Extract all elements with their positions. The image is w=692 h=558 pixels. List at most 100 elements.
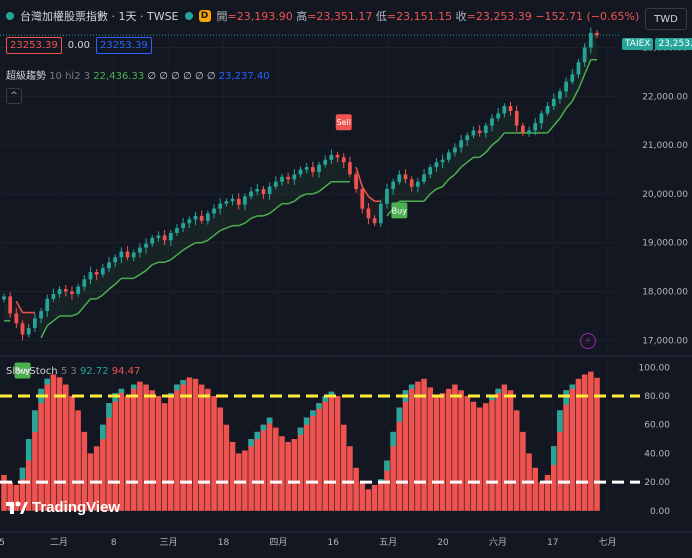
- candle-body: [354, 174, 358, 190]
- stoch-d-segment: [180, 380, 186, 385]
- stoch-k-bar: [445, 388, 452, 511]
- price-axis-label: 22,000.00: [642, 92, 688, 102]
- stoch-k-bar: [248, 439, 254, 511]
- sell-price-box[interactable]: 23253.39: [6, 37, 62, 54]
- candle-body: [243, 196, 247, 205]
- symbol-title[interactable]: 台灣加權股票指數 · 1天 · TWSE: [20, 10, 179, 23]
- stoch-d-segment: [384, 460, 390, 471]
- currency-selector[interactable]: TWD: [645, 8, 687, 30]
- candle-body: [230, 198, 235, 202]
- stoch-k-bar: [532, 467, 539, 511]
- stoch-d-segment: [297, 427, 304, 435]
- stoch-k-bar: [594, 377, 600, 511]
- candle-body: [26, 328, 31, 335]
- stoch-axis-label: 40.00: [644, 449, 670, 459]
- candle-body: [156, 235, 161, 238]
- supertrend-segment: [355, 166, 363, 187]
- stoch-k-bar: [415, 381, 421, 511]
- stoch-legend[interactable]: SlowStoch 5 3 92.72 94.47: [6, 366, 141, 377]
- candle-body: [496, 113, 501, 119]
- candle-body: [249, 191, 253, 197]
- supertrend-legend[interactable]: 超級趨勢 10 hl2 3 22,436.33 ∅ ∅ ∅ ∅ ∅ ∅ 23,2…: [6, 71, 270, 82]
- candle-body: [558, 91, 562, 99]
- candle-body: [453, 147, 457, 153]
- stoch-axis-label: 0.00: [650, 507, 670, 517]
- buy-price-box[interactable]: 23253.39: [95, 37, 152, 54]
- supertrend-segment: [441, 178, 450, 188]
- alert-bolt-icon[interactable]: ⚡: [580, 333, 596, 349]
- supertrend-segment: [485, 144, 493, 153]
- stoch-k-bar: [507, 390, 514, 511]
- last-price-tag: 23,253.39: [655, 38, 692, 50]
- stoch-k-bar: [50, 374, 57, 511]
- signal-sell-label: Sell: [335, 114, 352, 131]
- candle-body: [218, 203, 223, 209]
- candle-body: [255, 189, 260, 192]
- order-row: 23253.39 0.00 23253.39: [6, 37, 152, 54]
- trend-fill: [479, 125, 486, 158]
- stoch-k-bar: [161, 403, 168, 511]
- candle-body: [348, 162, 352, 175]
- stoch-k-bar: [266, 417, 273, 511]
- supertrend-segment: [207, 234, 215, 241]
- stoch-d-segment: [390, 431, 396, 447]
- candle-body: [564, 81, 568, 92]
- price-axis-label: 19,000.00: [642, 239, 688, 249]
- last-price-tags: TAIEX 23,253.39: [622, 38, 692, 50]
- trend-fill: [127, 252, 134, 279]
- candle-body: [119, 251, 124, 258]
- stoch-k-bar: [328, 391, 335, 511]
- stoch-d-segment: [106, 403, 112, 418]
- candle-body: [570, 74, 575, 82]
- trend-fill: [343, 162, 350, 182]
- stoch-k-bar: [303, 417, 310, 511]
- stoch-d-segment: [310, 410, 316, 417]
- stoch-k-bar: [452, 384, 458, 511]
- stoch-k-bar: [273, 427, 279, 511]
- candle-body: [267, 186, 272, 194]
- stoch-d-segment: [118, 388, 125, 394]
- trend-fill: [257, 189, 264, 216]
- stoch-k-bar: [513, 410, 520, 511]
- stoch-k-bar: [149, 390, 156, 511]
- stoch-k-bar: [13, 484, 20, 511]
- candle-body: [113, 257, 118, 263]
- stoch-k-bar: [575, 378, 582, 511]
- candle-body: [8, 296, 13, 314]
- stoch-k-bar: [396, 407, 403, 511]
- stoch-d-segment: [396, 407, 403, 422]
- supertrend-segment: [361, 186, 370, 197]
- candle-body: [88, 272, 93, 280]
- candle-body: [82, 279, 87, 287]
- signal-text: Buy: [392, 206, 408, 215]
- time-axis-label: 五月: [379, 537, 397, 548]
- stoch-k-bar: [38, 388, 44, 511]
- stoch-k-bar: [588, 371, 594, 511]
- time-axis-label: 20: [437, 538, 449, 548]
- stoch-k-bar: [93, 446, 100, 511]
- candle-body: [527, 130, 531, 133]
- stoch-k-bar: [390, 431, 396, 511]
- stoch-k-bar: [433, 396, 440, 511]
- candle-body: [286, 176, 290, 180]
- stoch-k-bar: [334, 396, 341, 511]
- stoch-k-bar: [483, 403, 489, 511]
- candle-body: [94, 272, 99, 275]
- stoch-k-bar: [192, 378, 199, 511]
- candle-body: [416, 181, 420, 187]
- stoch-k-bar: [100, 424, 106, 511]
- stoch-k-bar: [130, 384, 137, 511]
- supertrend-segment: [219, 227, 227, 232]
- candle-body: [477, 130, 482, 133]
- stoch-d-segment: [303, 417, 310, 425]
- candle-body: [224, 201, 229, 204]
- stoch-k-bar: [205, 388, 211, 511]
- stoch-d-segment: [25, 439, 32, 461]
- candle-body: [551, 98, 556, 107]
- trend-fill: [28, 312, 35, 329]
- time-axis-label: 17: [547, 538, 558, 548]
- trend-fill: [510, 110, 517, 133]
- stoch-k-bar: [19, 467, 26, 511]
- collapse-legend-button[interactable]: ^: [6, 88, 22, 104]
